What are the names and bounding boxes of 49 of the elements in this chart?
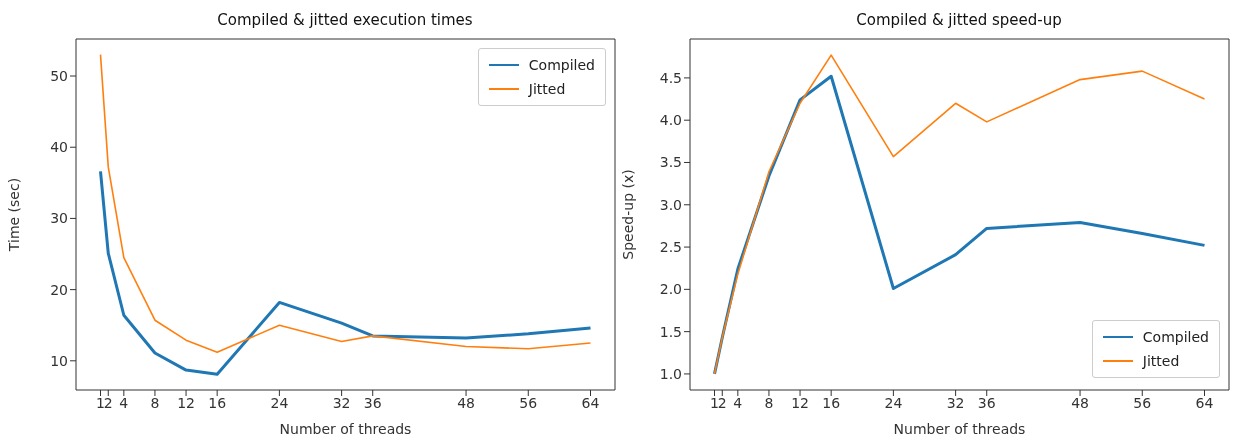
x-tick-label: 64 <box>1195 394 1214 411</box>
x-tick-label: 12 <box>791 394 809 411</box>
line-series <box>99 53 592 354</box>
x-tick-label: 1 <box>96 394 105 411</box>
x-tick-label: 16 <box>822 394 841 411</box>
x-tick-label: 8 <box>150 394 160 411</box>
x-tick-label: 8 <box>764 394 774 411</box>
y-axis-title: Speed-up (x) <box>619 169 636 260</box>
x-tick-label: 1 <box>710 394 719 411</box>
y-tick-label: 10 <box>50 352 68 369</box>
y-tick-label: 3.0 <box>659 196 682 213</box>
legend-label: Compiled <box>1142 328 1209 347</box>
x-axis-title: Number of threads <box>279 421 412 437</box>
y-tick-label: 50 <box>50 67 68 84</box>
y-tick-label: 2.0 <box>659 281 682 298</box>
x-tick-label: 48 <box>1071 394 1089 411</box>
y-tick-label: 2.5 <box>659 239 682 256</box>
x-tick-label: 32 <box>946 394 965 411</box>
y-tick-label: 4.0 <box>659 112 682 129</box>
x-tick-label: 4 <box>119 394 129 411</box>
y-tick-label: 4.5 <box>659 69 682 86</box>
line-series <box>99 169 592 376</box>
x-tick-label: 64 <box>581 394 600 411</box>
x-tick-label: 24 <box>270 394 289 411</box>
x-tick-label: 16 <box>208 394 227 411</box>
x-tick-label: 48 <box>457 394 475 411</box>
chart-title: Compiled & jitted execution times <box>216 10 474 31</box>
x-tick-label: 12 <box>177 394 195 411</box>
chart-title: Compiled & jitted speed-up <box>855 10 1063 31</box>
legend-label: Compiled <box>528 56 595 75</box>
x-tick-label: 2 <box>717 394 727 411</box>
y-tick-label: 1.5 <box>659 323 682 340</box>
x-tick-label: 2 <box>103 394 113 411</box>
legend-label: Jitted <box>1142 352 1180 371</box>
y-axis-title: Time (sec) <box>5 177 22 253</box>
x-tick-label: 32 <box>332 394 351 411</box>
y-tick-label: 1.0 <box>659 365 682 382</box>
x-tick-label: 56 <box>519 394 538 411</box>
y-tick-label: 30 <box>50 210 68 227</box>
y-tick-label: 3.5 <box>659 154 682 171</box>
y-tick-label: 40 <box>50 139 68 156</box>
y-tick-label: 20 <box>50 281 68 298</box>
x-tick-label: 56 <box>1133 394 1152 411</box>
legend-label: Jitted <box>528 80 566 99</box>
x-tick-label: 4 <box>733 394 743 411</box>
x-tick-label: 36 <box>977 394 996 411</box>
x-tick-label: 24 <box>884 394 903 411</box>
x-tick-label: 36 <box>363 394 382 411</box>
x-axis-title: Number of threads <box>893 421 1026 437</box>
